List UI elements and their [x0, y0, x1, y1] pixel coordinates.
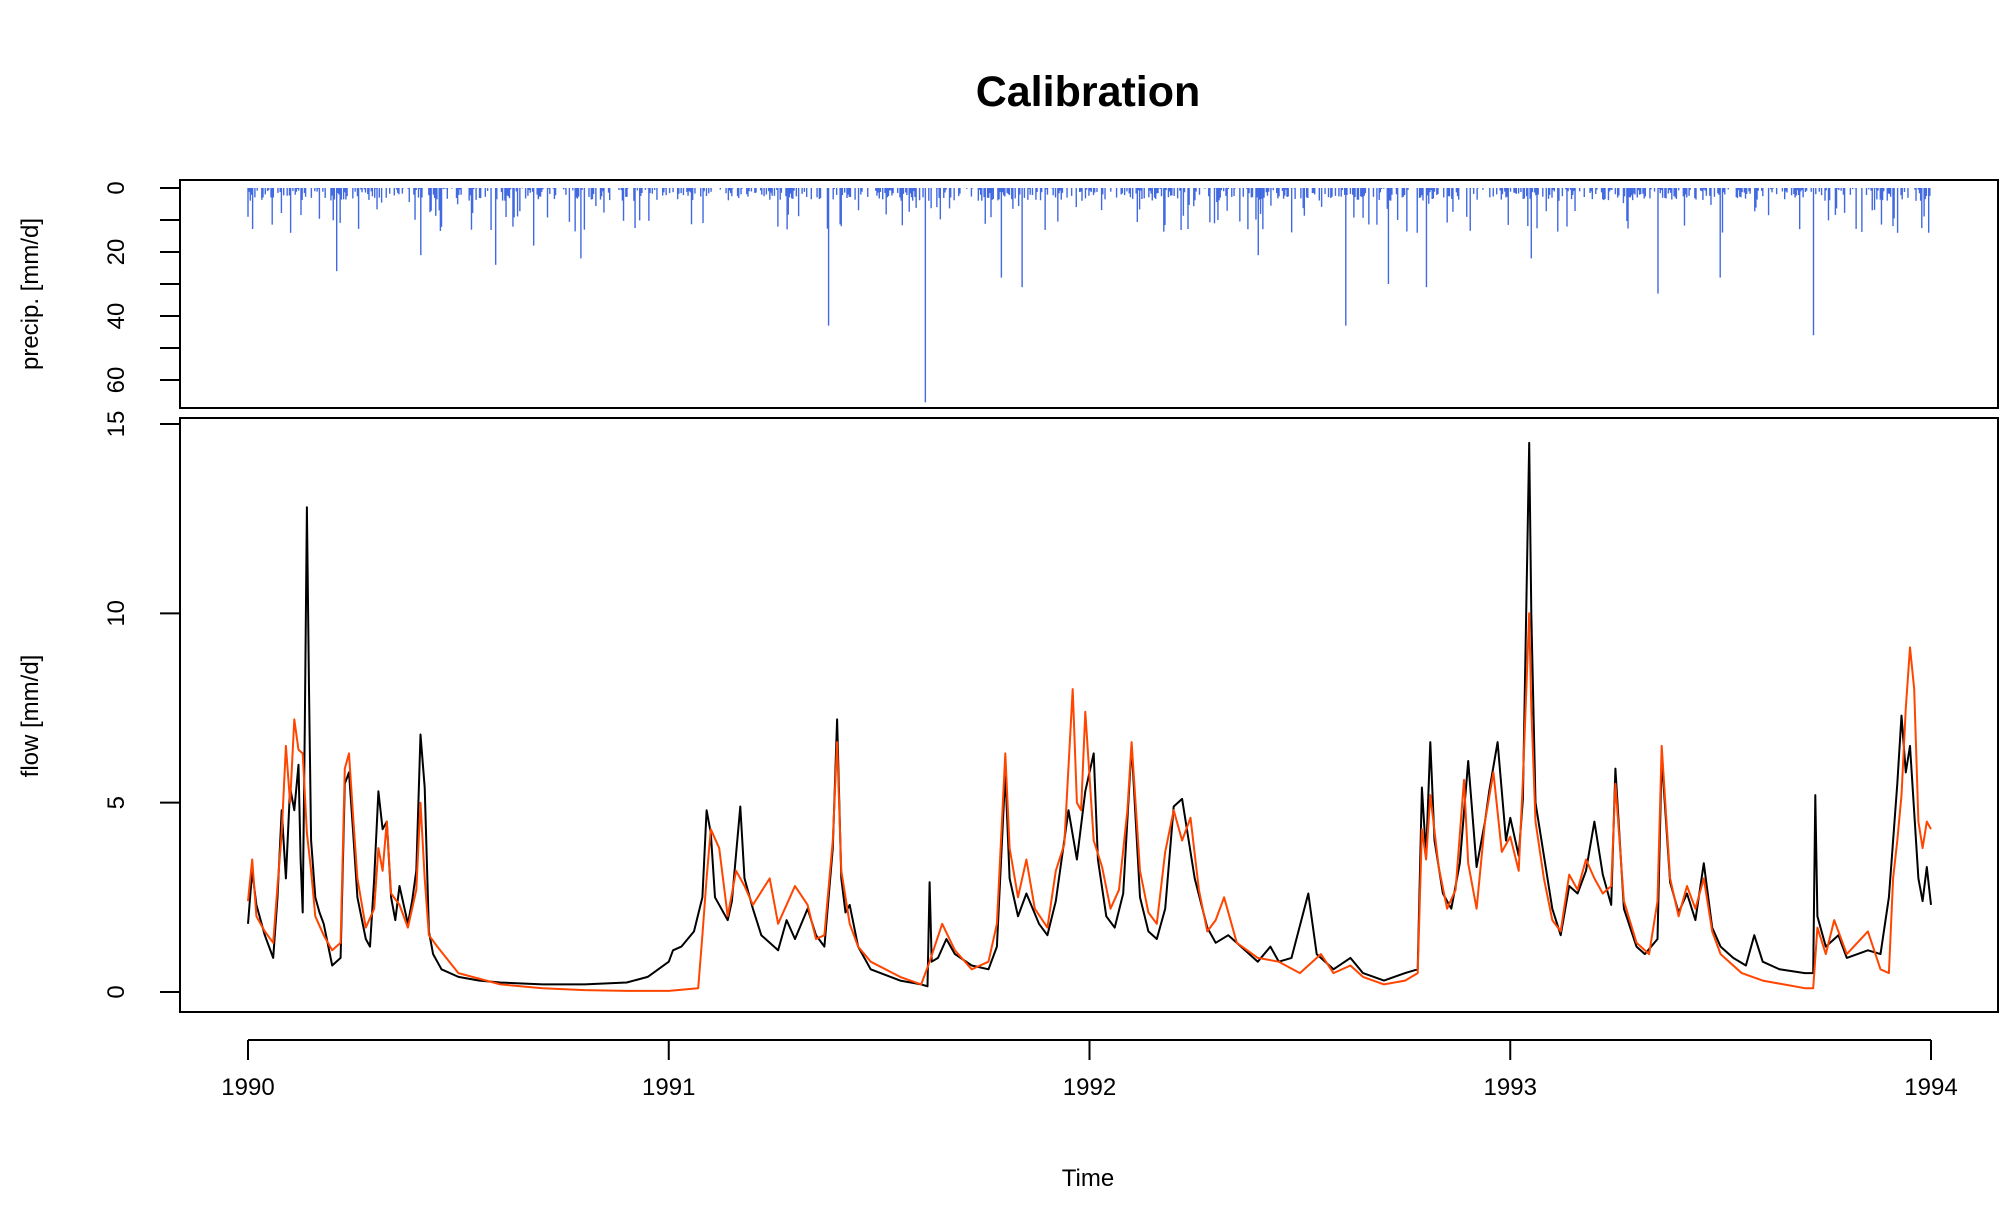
- flow-y-tick-label: 15: [103, 411, 130, 438]
- flow-plot-frame: [179, 417, 1999, 1013]
- precip-y-axis-label: precip. [mm/d]: [17, 218, 44, 370]
- precip-plot-frame: [179, 179, 1999, 409]
- precip-bars: [247, 188, 1931, 403]
- precip-y-tick-label: 20: [103, 239, 130, 266]
- precip-y-tick-label: 40: [103, 303, 130, 330]
- chart-title: Calibration: [976, 68, 1201, 116]
- x-tick-label: 1993: [1484, 1074, 1537, 1101]
- x-tick-label: 1991: [642, 1074, 695, 1101]
- flow-y-tick-label: 5: [103, 796, 130, 809]
- observed-flow-line: [247, 441, 1932, 988]
- x-tick-label: 1990: [221, 1074, 274, 1101]
- flow-y-tick-label: 0: [103, 985, 130, 998]
- precip-y-tick-label: 0: [103, 181, 130, 194]
- simulated-flow-line: [247, 612, 1932, 992]
- precip-panel: 0 20 40 60 precip. [mm/d]: [17, 179, 1999, 409]
- x-tick-label: 1994: [1904, 1074, 1957, 1101]
- precip-y-axis: 0 20 40 60: [103, 181, 181, 394]
- time-x-axis: 1990 1991 1992 1993 1994: [221, 1039, 1958, 1101]
- x-axis-label: Time: [1062, 1165, 1114, 1192]
- flow-y-tick-label: 10: [103, 600, 130, 627]
- x-tick-label: 1992: [1063, 1074, 1116, 1101]
- precip-y-tick-label: 60: [103, 367, 130, 394]
- flow-y-axis-label: flow [mm/d]: [17, 655, 44, 778]
- flow-lines: [247, 441, 1932, 992]
- flow-y-axis: 0 5 10 15: [103, 411, 181, 999]
